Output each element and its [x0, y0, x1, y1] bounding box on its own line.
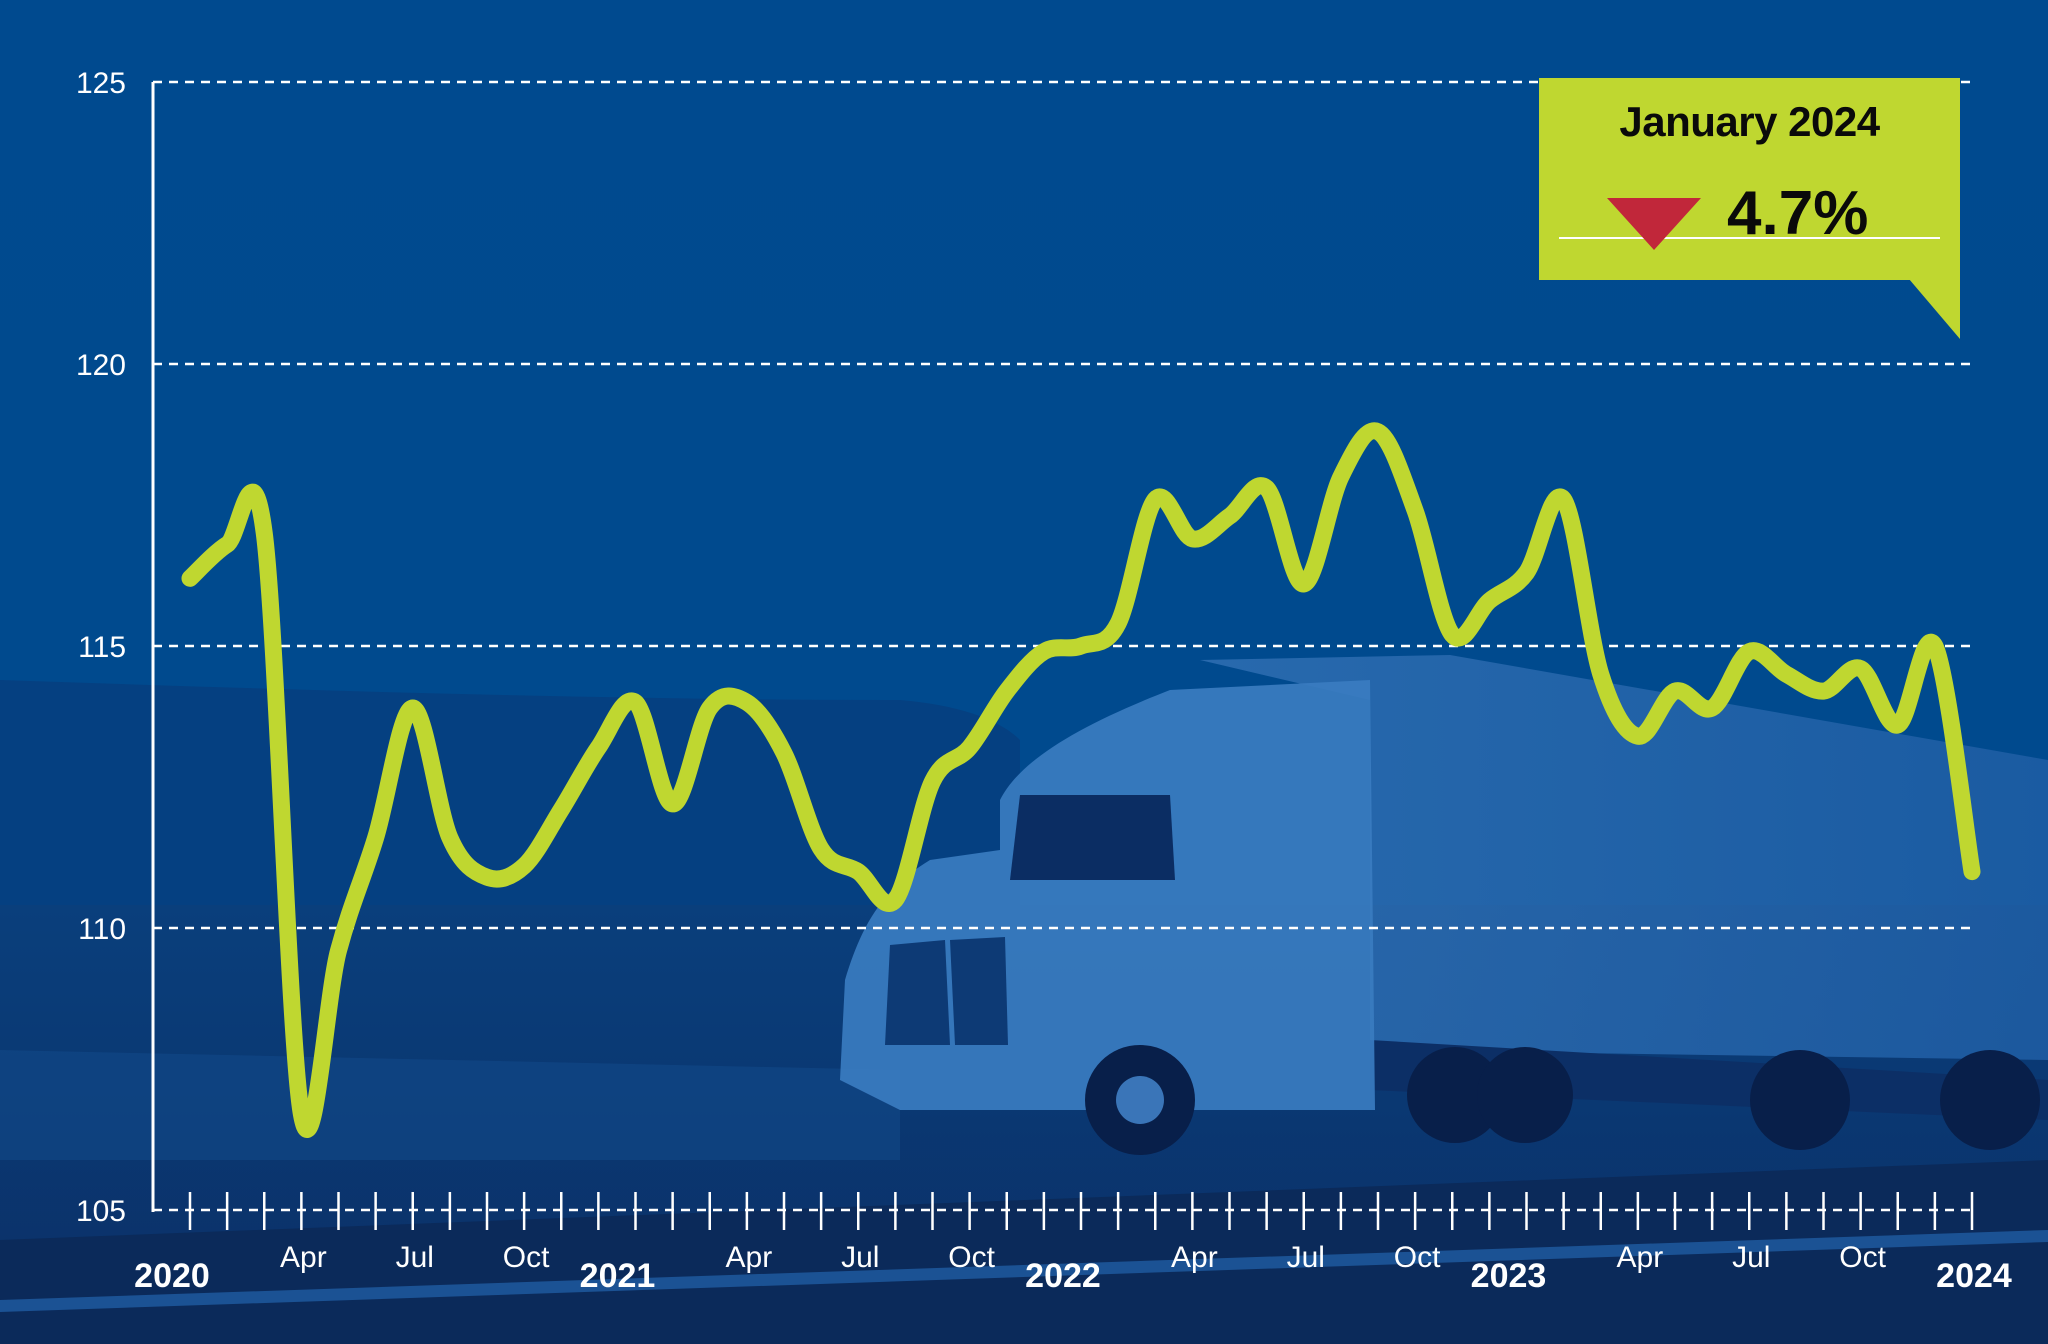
x-month-label: Apr: [1171, 1241, 1218, 1274]
y-tick-label: 110: [78, 913, 126, 946]
x-year-label: 2020: [134, 1257, 210, 1295]
x-month-label: Apr: [1617, 1241, 1664, 1274]
x-month-label: Oct: [1839, 1241, 1886, 1274]
y-tick-label: 120: [76, 349, 126, 382]
x-month-label: Jul: [396, 1241, 434, 1274]
latest-change-callout: January 2024 4.7%: [1539, 78, 1960, 280]
x-year-label: 2023: [1471, 1257, 1547, 1295]
y-tick-label: 125: [76, 67, 126, 100]
callout-title: January 2024: [1619, 98, 1880, 145]
x-axis-ticks: [188, 1192, 1974, 1230]
x-month-label: Jul: [1287, 1241, 1325, 1274]
x-year-label: 2021: [580, 1257, 656, 1295]
down-triangle-icon: [1607, 198, 1701, 250]
x-month-label: Oct: [503, 1241, 550, 1274]
x-month-label: Jul: [841, 1241, 879, 1274]
callout-value: 4.7%: [1727, 179, 1869, 248]
y-axis-tick-labels: 105 110 115 120 125: [76, 67, 126, 1228]
callout-divider: [1559, 237, 1940, 239]
callout-pointer: [1909, 279, 1960, 339]
x-month-label: Oct: [948, 1241, 995, 1274]
series-line-index: [181, 422, 1981, 1138]
x-month-label: Oct: [1394, 1241, 1441, 1274]
x-month-label: Apr: [726, 1241, 773, 1274]
y-tick-label: 105: [76, 1195, 126, 1228]
x-year-label: 2024: [1936, 1257, 2012, 1295]
x-axis-labels: Apr Jul Oct Apr Jul Oct Apr Jul Oct Apr Jul Oct 2020…: [134, 1241, 2012, 1295]
y-tick-label: 115: [78, 631, 126, 664]
x-year-label: 2022: [1025, 1257, 1101, 1295]
x-month-label: Jul: [1732, 1241, 1770, 1274]
x-month-label: Apr: [280, 1241, 327, 1274]
